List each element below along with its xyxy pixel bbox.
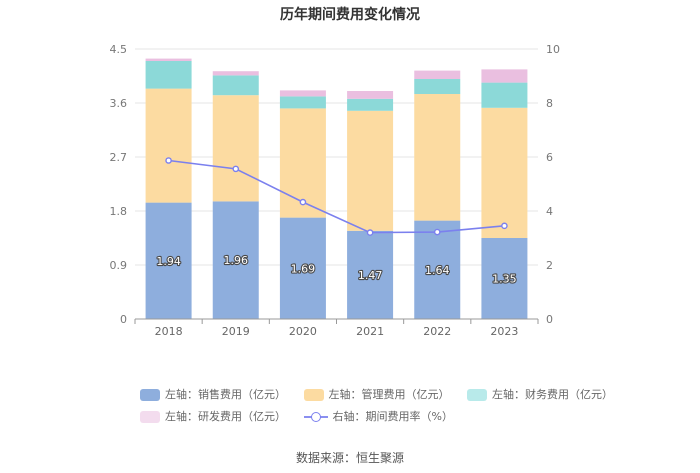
bar-data-label: 1.47 xyxy=(358,269,383,282)
x-tick-label: 2022 xyxy=(423,325,451,338)
bar-segment-2020-s3[interactable] xyxy=(279,90,326,97)
bar-data-label: 1.35 xyxy=(492,273,517,286)
bar-segment-2021-s1[interactable] xyxy=(347,110,394,231)
bar-segment-2019-s3[interactable] xyxy=(212,71,259,76)
y-left-tick-label: 2.7 xyxy=(110,151,128,164)
rate-point-2023[interactable] xyxy=(501,222,508,230)
legend-swatch-sales xyxy=(140,389,160,401)
y-left-tick-label: 1.8 xyxy=(110,205,128,218)
legend-swatch-admin xyxy=(303,389,324,401)
bar-segment-2020-s2[interactable] xyxy=(279,96,326,109)
bar-segment-2023-s2[interactable] xyxy=(481,82,528,108)
bar-segment-2020-s0[interactable] xyxy=(279,217,326,319)
rate-line xyxy=(168,159,505,234)
bar-segment-2022-s3[interactable] xyxy=(414,70,461,79)
bar-segment-2019-s2[interactable] xyxy=(212,75,259,96)
legend-item-rnd[interactable]: 左轴：研发费用（亿元） xyxy=(140,408,286,424)
legend-swatch-finance xyxy=(467,389,487,401)
y-left-tick-label: 3.6 xyxy=(110,97,128,110)
chart-title: 历年期间费用变化情况 xyxy=(280,7,420,23)
y-right-tick-label: 4 xyxy=(546,205,553,218)
rate-point-2022[interactable] xyxy=(433,228,441,236)
y-left-tick-label: 0 xyxy=(120,313,127,326)
y-right-tick-label: 2 xyxy=(546,259,553,272)
legend-item-rate[interactable]: 右轴：期间费用率（%） xyxy=(303,408,453,424)
legend: 左轴：销售费用（亿元） 左轴：管理费用（亿元） 左轴：财务费用（亿元） 左轴：研… xyxy=(140,386,613,430)
rate-point-2020[interactable] xyxy=(299,198,307,206)
bar-segment-2018-s3[interactable] xyxy=(145,58,192,61)
rate-point-2018[interactable] xyxy=(165,157,172,164)
bar-segment-2019-s1[interactable] xyxy=(212,95,259,202)
bar-segment-2022-s0[interactable] xyxy=(414,220,461,319)
bar-data-label: 1.94 xyxy=(156,255,181,268)
x-tick-label: 2020 xyxy=(289,325,317,338)
bar-segment-2019-s0[interactable] xyxy=(212,201,259,319)
bar-segment-2018-s0[interactable] xyxy=(145,202,192,319)
bar-data-label: 1.64 xyxy=(425,264,450,277)
bar-segment-2018-s1[interactable] xyxy=(145,88,192,203)
y-right-tick-label: 6 xyxy=(546,151,553,164)
bar-segment-2018-s2[interactable] xyxy=(145,61,192,89)
bar-segment-2021-s0[interactable] xyxy=(347,230,394,319)
x-tick-label: 2021 xyxy=(356,325,384,338)
bar-segment-2023-s1[interactable] xyxy=(481,107,528,238)
bar-segment-2022-s1[interactable] xyxy=(414,94,461,221)
rate-point-2019[interactable] xyxy=(232,165,240,173)
y-left-tick-label: 0.9 xyxy=(110,259,128,272)
bar-data-label: 1.69 xyxy=(291,262,316,275)
bar-segment-2022-s2[interactable] xyxy=(414,79,461,94)
y-right-tick-label: 8 xyxy=(546,97,553,110)
legend-swatch-rnd xyxy=(140,411,160,423)
rate-point-2021[interactable] xyxy=(366,229,374,236)
y-right-tick-label: 0 xyxy=(546,313,553,326)
bar-segment-2023-s0[interactable] xyxy=(481,238,528,319)
x-tick-label: 2023 xyxy=(490,325,518,338)
legend-item-sales[interactable]: 左轴：销售费用（亿元） xyxy=(140,386,286,402)
x-tick-label: 2019 xyxy=(222,325,250,338)
legend-item-admin[interactable]: 左轴：管理费用（亿元） xyxy=(303,386,450,402)
bar-segment-2021-s2[interactable] xyxy=(347,98,394,111)
bar-data-label: 1.96 xyxy=(224,254,249,267)
data-source: 数据来源：恒生聚源 xyxy=(295,451,404,465)
legend-swatch-rate xyxy=(303,411,328,423)
y-left-tick-label: 4.5 xyxy=(110,43,128,56)
y-right-tick-label: 10 xyxy=(546,43,560,56)
x-tick-label: 2018 xyxy=(155,325,183,338)
bar-segment-2023-s3[interactable] xyxy=(481,69,528,83)
bar-segment-2021-s3[interactable] xyxy=(347,91,394,99)
legend-item-finance[interactable]: 左轴：财务费用（亿元） xyxy=(467,386,613,402)
